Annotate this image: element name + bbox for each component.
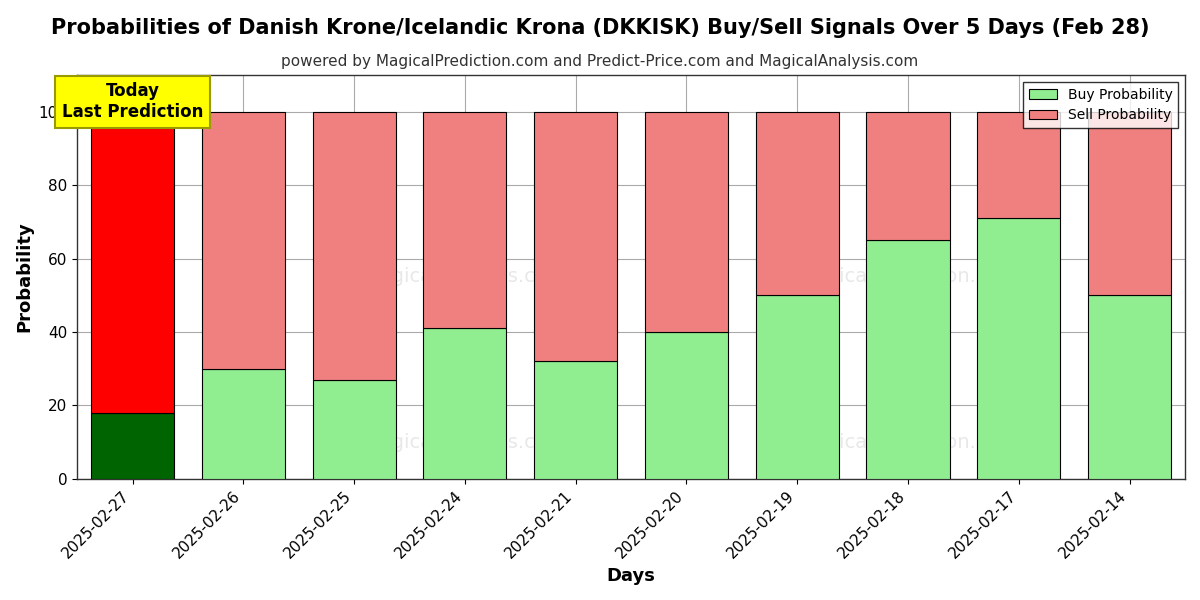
Bar — [91, 413, 174, 479]
Bar — [644, 112, 728, 332]
Bar — [312, 112, 396, 380]
Bar — [91, 112, 174, 413]
Bar — [1088, 295, 1171, 479]
Bar — [756, 112, 839, 295]
Text: MagicalPrediction.com: MagicalPrediction.com — [798, 268, 1018, 286]
Bar — [424, 328, 506, 479]
Bar — [312, 380, 396, 479]
Bar — [866, 240, 949, 479]
Text: MagicalAnalysis.com: MagicalAnalysis.com — [364, 433, 566, 452]
Bar — [202, 368, 284, 479]
Bar — [756, 295, 839, 479]
Text: Probabilities of Danish Krone/Icelandic Krona (DKKISK) Buy/Sell Signals Over 5 D: Probabilities of Danish Krone/Icelandic … — [50, 18, 1150, 38]
Text: powered by MagicalPrediction.com and Predict-Price.com and MagicalAnalysis.com: powered by MagicalPrediction.com and Pre… — [281, 54, 919, 69]
Bar — [424, 112, 506, 328]
Bar — [644, 332, 728, 479]
Bar — [977, 218, 1061, 479]
Bar — [534, 112, 617, 361]
Legend: Buy Probability, Sell Probability: Buy Probability, Sell Probability — [1024, 82, 1178, 128]
Bar — [866, 112, 949, 240]
Y-axis label: Probability: Probability — [14, 221, 32, 332]
Bar — [202, 112, 284, 368]
Text: Today
Last Prediction: Today Last Prediction — [62, 82, 203, 121]
Bar — [1088, 112, 1171, 295]
Text: MagicalAnalysis.com: MagicalAnalysis.com — [364, 268, 566, 286]
Text: MagicalPrediction.com: MagicalPrediction.com — [798, 433, 1018, 452]
X-axis label: Days: Days — [607, 567, 655, 585]
Bar — [977, 112, 1061, 218]
Bar — [534, 361, 617, 479]
